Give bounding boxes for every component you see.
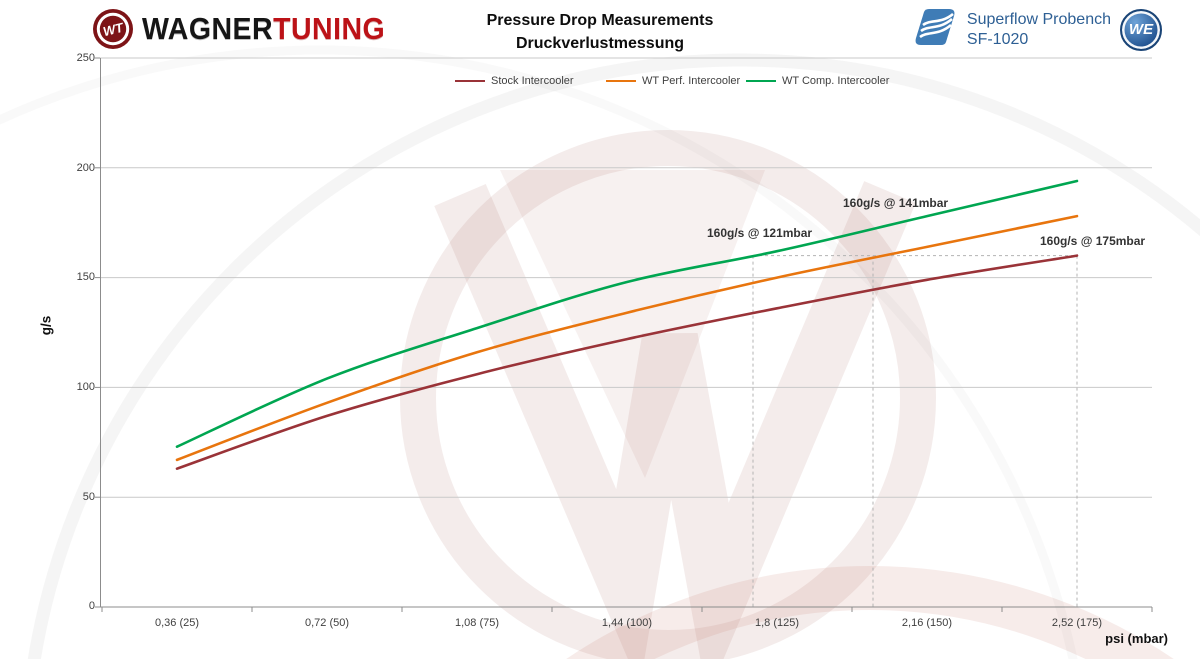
legend-swatch-wt-comp — [746, 79, 776, 83]
superflow-icon — [912, 6, 958, 53]
title-line-2: Druckverlustmessung — [515, 35, 685, 52]
y-tick-label: 250 — [76, 52, 95, 64]
y-tick-label: 50 — [82, 491, 95, 503]
legend-label-wt-perf: WT Perf. Intercooler — [642, 75, 741, 87]
wagner-emblem-icon: WT — [92, 8, 134, 50]
annotation-stock-160gs: 160g/s @ 175mbar — [1040, 234, 1146, 248]
x-tick-label: 0,36 (25) — [154, 617, 200, 629]
x-tick-label: 1,8 (125) — [754, 617, 800, 629]
legend-item-wt-perf: WT Perf. Intercooler — [606, 75, 740, 87]
brand-wordmark-tuning: TUNING — [273, 11, 386, 46]
title-line-1: Pressure Drop Measurements — [486, 12, 714, 29]
bench-model: SF-1020 — [966, 30, 1029, 48]
x-tick-label: 1,44 (100) — [601, 617, 653, 629]
bench-name: Superflow Probench — [966, 10, 1111, 28]
y-tick-label: 100 — [76, 381, 95, 393]
legend-label-wt-comp: WT Comp. Intercooler — [782, 75, 890, 87]
x-tick-label: 0,72 (50) — [304, 617, 350, 629]
x-tick-label: 2,52 (175) — [1051, 617, 1103, 629]
legend-item-wt-comp: WT Comp. Intercooler — [746, 75, 889, 87]
x-tick-label: 2,16 (150) — [901, 617, 953, 629]
x-tick-label: 1,08 (75) — [454, 617, 500, 629]
annotation-comp-160gs: 160g/s @ 121mbar — [707, 226, 813, 240]
legend-label-stock: Stock Intercooler — [491, 75, 574, 87]
wagner-tuning-logo: WT WAGNERTUNING — [92, 8, 406, 50]
brand-wordmark-wagner: WAGNER — [142, 11, 274, 46]
legend-swatch-stock — [455, 79, 485, 83]
y-tick-label: 0 — [88, 600, 95, 612]
legend-swatch-wt-perf — [606, 79, 636, 83]
x-axis-title: psi (mbar) — [1105, 631, 1168, 646]
superflow-logo-block: Superflow Probench SF-1020 WE — [912, 6, 1162, 53]
svg-text:WT: WT — [101, 20, 125, 40]
y-tick-label: 150 — [76, 271, 95, 283]
chart-title: Pressure Drop Measurements Druckverlustm… — [487, 9, 714, 55]
y-axis-title: g/s — [38, 315, 54, 336]
legend-item-stock: Stock Intercooler — [455, 75, 574, 87]
annotation-perf-160gs: 160g/s @ 141mbar — [843, 196, 949, 210]
y-tick-label: 200 — [76, 162, 95, 174]
we-badge-icon: WE — [1120, 8, 1162, 51]
we-badge-text: WE — [1128, 21, 1154, 38]
